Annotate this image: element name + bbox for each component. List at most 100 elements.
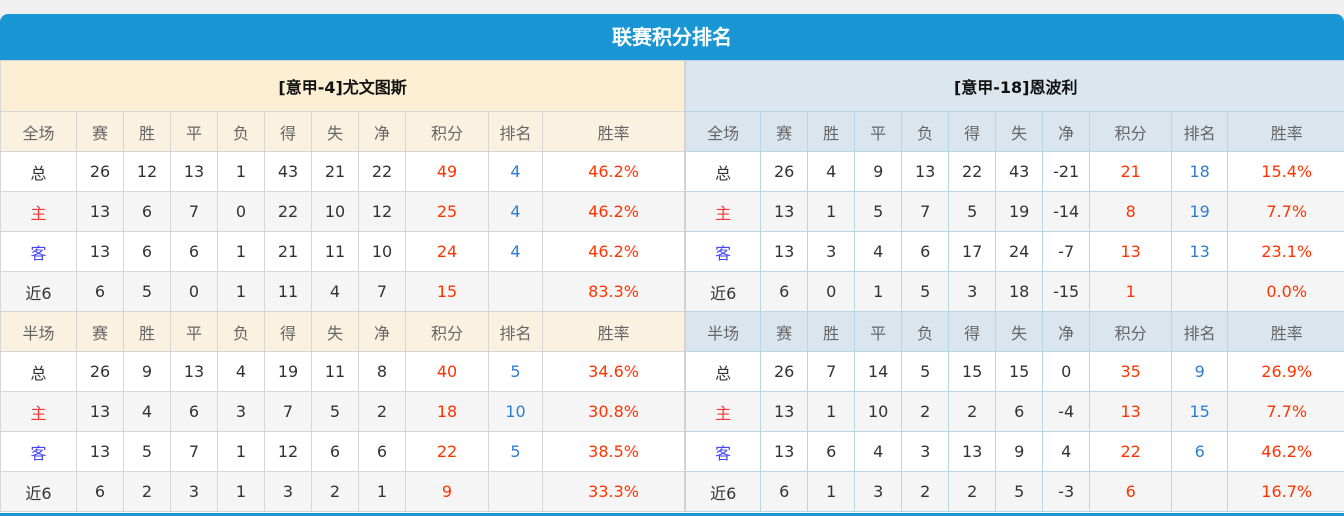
cell-played: 26 bbox=[760, 151, 809, 192]
cell-drawn: 4 bbox=[854, 231, 903, 272]
cell-played: 13 bbox=[760, 231, 809, 272]
cell-won: 9 bbox=[123, 351, 171, 392]
cell-win-rate: 34.6% bbox=[541, 351, 686, 392]
cell-points: 13 bbox=[1089, 231, 1173, 272]
cell-drawn: 5 bbox=[854, 191, 903, 232]
cell-drawn: 7 bbox=[170, 431, 218, 472]
cell-lost: 2 bbox=[901, 471, 950, 512]
cell-win-rate: 16.7% bbox=[1227, 471, 1344, 512]
table-row: 主 13 1 10 2 2 6 -4 13 15 7.7% bbox=[685, 391, 1344, 432]
cell-won: 5 bbox=[123, 271, 171, 312]
cell-goals-against: 11 bbox=[311, 351, 359, 392]
cell-drawn: 1 bbox=[854, 271, 903, 312]
cell-goal-diff: 6 bbox=[358, 431, 406, 472]
col-header-drawn: 平 bbox=[854, 311, 903, 352]
cell-lost: 1 bbox=[217, 431, 265, 472]
cell-drawn: 3 bbox=[170, 471, 218, 512]
cell-points: 35 bbox=[1089, 351, 1173, 392]
col-header-played: 赛 bbox=[760, 111, 809, 152]
cell-label: 近6 bbox=[0, 271, 77, 312]
cell-goals-against: 19 bbox=[995, 191, 1044, 232]
cell-won: 7 bbox=[807, 351, 856, 392]
cell-win-rate: 38.5% bbox=[541, 431, 686, 472]
cell-goals-against: 4 bbox=[311, 271, 359, 312]
col-header-label: 半场 bbox=[685, 311, 762, 352]
cell-drawn: 0 bbox=[170, 271, 218, 312]
cell-points: 13 bbox=[1089, 391, 1173, 432]
cell-goals-for: 11 bbox=[264, 271, 312, 312]
cell-win-rate: 46.2% bbox=[541, 191, 686, 232]
col-header-points: 积分 bbox=[1089, 111, 1173, 152]
cell-won: 1 bbox=[807, 471, 856, 512]
cell-lost: 1 bbox=[217, 271, 265, 312]
cell-drawn: 13 bbox=[170, 351, 218, 392]
col-header-goal-diff: 净 bbox=[358, 111, 406, 152]
team-name: [意甲-18]恩波利 bbox=[685, 60, 1344, 112]
table-row: 近6 6 2 3 1 3 2 1 9 33.3% bbox=[0, 471, 686, 512]
cell-rank: 9 bbox=[1171, 351, 1229, 392]
cell-won: 4 bbox=[123, 391, 171, 432]
cell-played: 6 bbox=[76, 471, 124, 512]
cell-played: 13 bbox=[760, 191, 809, 232]
col-header-win-rate: 胜率 bbox=[541, 311, 686, 352]
half-header-row: 半场赛胜平负得失净积分 排名 胜率 bbox=[685, 311, 1344, 352]
cell-rank: 4 bbox=[488, 191, 543, 232]
col-header-lost: 负 bbox=[901, 311, 950, 352]
table-row: 近6 6 1 3 2 2 5 -3 6 16.7% bbox=[685, 471, 1344, 512]
cell-won: 5 bbox=[123, 431, 171, 472]
col-header-won: 胜 bbox=[123, 311, 171, 352]
cell-points: 8 bbox=[1089, 191, 1173, 232]
col-header-won: 胜 bbox=[807, 311, 856, 352]
cell-label: 总 bbox=[685, 351, 762, 392]
cell-won: 1 bbox=[807, 191, 856, 232]
cell-rank bbox=[1171, 271, 1229, 312]
cell-rank: 10 bbox=[488, 391, 543, 432]
cell-label: 近6 bbox=[0, 471, 77, 512]
cell-goals-against: 15 bbox=[995, 351, 1044, 392]
cell-won: 6 bbox=[123, 231, 171, 272]
home-team-standings: [意甲-4]尤文图斯 全场赛胜平负得失净积分 排名 胜率总 26 12 13 1 43 21 22 4… bbox=[0, 60, 686, 512]
cell-goal-diff: 4 bbox=[1042, 431, 1091, 472]
cell-goals-against: 5 bbox=[311, 391, 359, 432]
cell-goals-for: 21 bbox=[264, 231, 312, 272]
cell-goal-diff: -3 bbox=[1042, 471, 1091, 512]
cell-played: 13 bbox=[760, 431, 809, 472]
cell-rank: 19 bbox=[1171, 191, 1229, 232]
cell-won: 12 bbox=[123, 151, 171, 192]
table-row: 总 26 7 14 5 15 15 0 35 9 26.9% bbox=[685, 351, 1344, 392]
cell-drawn: 4 bbox=[854, 431, 903, 472]
col-header-played: 赛 bbox=[760, 311, 809, 352]
cell-goals-against: 11 bbox=[311, 231, 359, 272]
col-header-goals-for: 得 bbox=[264, 111, 312, 152]
cell-points: 49 bbox=[405, 151, 489, 192]
panel-title: 联赛积分排名 bbox=[0, 14, 1344, 60]
table-row: 客 13 6 4 3 13 9 4 22 6 46.2% bbox=[685, 431, 1344, 472]
col-header-label: 全场 bbox=[0, 111, 77, 152]
cell-goals-for: 22 bbox=[264, 191, 312, 232]
cell-rank bbox=[1171, 471, 1229, 512]
cell-goal-diff: -4 bbox=[1042, 391, 1091, 432]
cell-win-rate: 83.3% bbox=[541, 271, 686, 312]
cell-goals-against: 43 bbox=[995, 151, 1044, 192]
cell-played: 26 bbox=[76, 351, 124, 392]
cell-label: 主 bbox=[685, 391, 762, 432]
cell-goal-diff: 1 bbox=[358, 471, 406, 512]
cell-points: 25 bbox=[405, 191, 489, 232]
cell-goals-against: 6 bbox=[311, 431, 359, 472]
table-row: 总 26 4 9 13 22 43 -21 21 18 15.4% bbox=[685, 151, 1344, 192]
cell-won: 0 bbox=[807, 271, 856, 312]
away-team-standings: [意甲-18]恩波利 全场赛胜平负得失净积分 排名 胜率总 26 4 9 13 22 43 -21 2… bbox=[685, 60, 1344, 512]
table-row: 客 13 6 6 1 21 11 10 24 4 46.2% bbox=[0, 231, 686, 272]
cell-points: 9 bbox=[405, 471, 489, 512]
cell-rank: 6 bbox=[1171, 431, 1229, 472]
cell-rank: 18 bbox=[1171, 151, 1229, 192]
cell-label: 客 bbox=[0, 231, 77, 272]
cell-goal-diff: -21 bbox=[1042, 151, 1091, 192]
cell-lost: 1 bbox=[217, 231, 265, 272]
cell-goal-diff: 10 bbox=[358, 231, 406, 272]
cell-played: 13 bbox=[76, 431, 124, 472]
cell-win-rate: 26.9% bbox=[1227, 351, 1344, 392]
cell-lost: 1 bbox=[217, 151, 265, 192]
standings-panel: 联赛积分排名 [意甲-4]尤文图斯 全场赛胜平负得失净积分 排名 胜率总 26 12 13 1… bbox=[0, 14, 1344, 516]
cell-goals-for: 3 bbox=[264, 471, 312, 512]
